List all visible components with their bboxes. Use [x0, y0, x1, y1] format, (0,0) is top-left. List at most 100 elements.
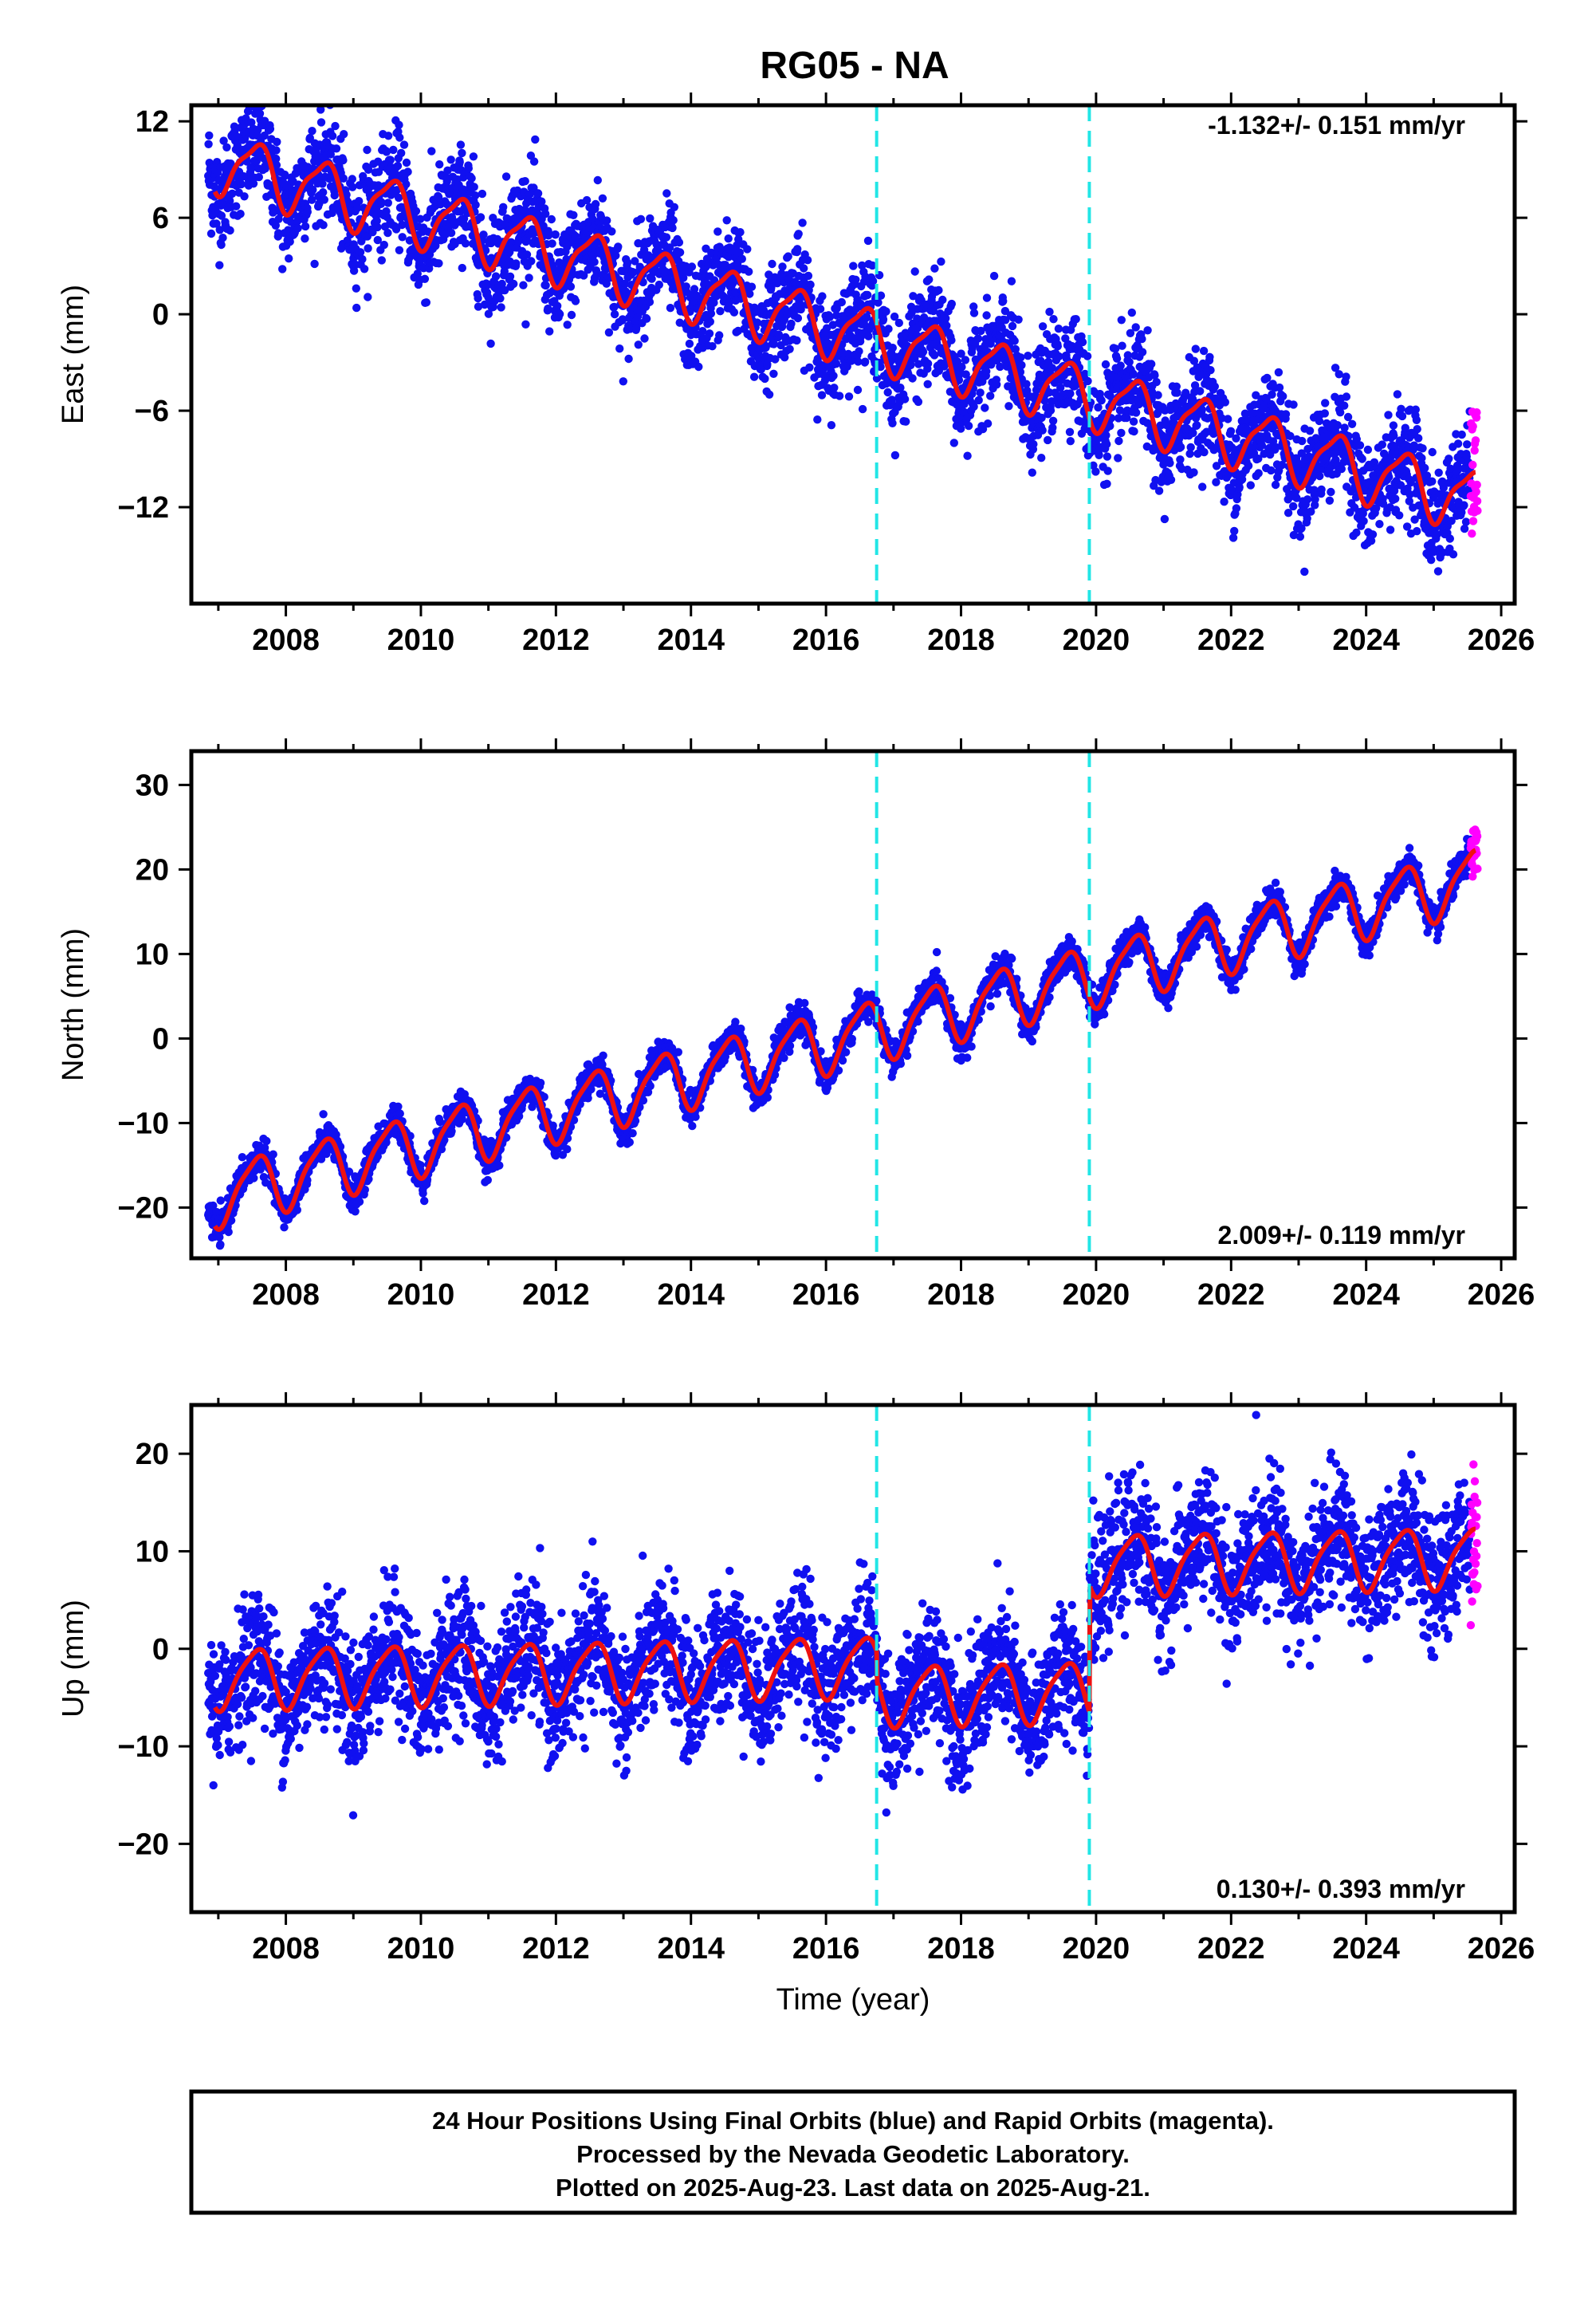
- final-orbit-point: [1433, 567, 1443, 576]
- final-orbit-point: [942, 321, 951, 330]
- final-orbit-point: [947, 299, 957, 309]
- final-orbit-point: [446, 155, 455, 164]
- final-orbit-point: [793, 245, 802, 254]
- final-orbit-point: [858, 261, 867, 270]
- final-orbit-point: [749, 372, 759, 381]
- rapid-orbit-point: [1468, 529, 1476, 538]
- final-orbit-point: [360, 265, 369, 274]
- final-orbit-point: [519, 281, 528, 289]
- final-orbit-point: [964, 421, 973, 431]
- rapid-orbit-point: [1468, 422, 1477, 431]
- final-orbit-point: [1053, 342, 1063, 351]
- final-orbit-point: [254, 172, 263, 182]
- final-orbit-point: [1038, 322, 1048, 331]
- final-orbit-point: [301, 234, 309, 243]
- final-orbit-point: [1205, 352, 1214, 361]
- final-orbit-point: [662, 233, 671, 242]
- final-orbit-point: [1083, 352, 1092, 360]
- final-orbit-point: [1393, 390, 1402, 399]
- final-orbit-point: [1198, 482, 1207, 491]
- final-orbit-point: [533, 189, 543, 198]
- final-orbit-point: [1305, 427, 1315, 435]
- final-orbit-point: [636, 214, 646, 223]
- final-orbit-point: [1199, 346, 1209, 356]
- final-orbit-point: [888, 344, 898, 352]
- final-orbit-point: [706, 309, 716, 318]
- final-orbit-point: [582, 195, 592, 205]
- final-orbit-point: [1263, 373, 1272, 383]
- final-orbit-point: [1421, 463, 1429, 473]
- final-orbit-point: [383, 228, 392, 238]
- final-orbit-point: [1230, 526, 1239, 536]
- final-orbit-point: [864, 332, 873, 340]
- final-orbit-point: [925, 275, 934, 284]
- final-orbit-point: [1412, 415, 1421, 424]
- final-orbit-point: [767, 283, 776, 292]
- final-orbit-point: [803, 256, 812, 265]
- final-orbit-point: [753, 318, 762, 327]
- final-orbit-point: [377, 256, 386, 265]
- final-orbit-point: [634, 340, 643, 349]
- final-orbit-point: [710, 298, 718, 307]
- final-orbit-point: [255, 109, 265, 118]
- final-orbit-point: [974, 396, 983, 405]
- final-orbit-point: [1048, 416, 1058, 425]
- final-orbit-point: [798, 218, 807, 227]
- final-orbit-point: [1221, 398, 1230, 407]
- final-orbit-point: [1129, 370, 1138, 379]
- final-orbit-point: [989, 271, 999, 281]
- rapid-orbit-point: [1473, 506, 1482, 515]
- final-orbit-point: [1274, 368, 1283, 377]
- final-orbit-point: [497, 303, 505, 312]
- final-orbit-point: [1342, 392, 1351, 401]
- final-orbit-point: [274, 229, 283, 238]
- final-orbit-point: [252, 88, 260, 96]
- final-orbit-point: [769, 340, 778, 348]
- final-orbit-point: [1054, 325, 1063, 333]
- final-orbit-point: [1355, 441, 1365, 450]
- final-orbit-point: [981, 403, 989, 412]
- final-orbit-point: [1315, 471, 1324, 481]
- final-orbit-point: [469, 152, 478, 161]
- final-orbit-point: [1186, 443, 1195, 452]
- final-orbit-point: [529, 157, 539, 166]
- y-tick-label: 0: [152, 298, 169, 332]
- final-orbit-point: [217, 240, 226, 250]
- rapid-orbit-point: [1472, 497, 1482, 506]
- final-orbit-point: [930, 264, 939, 273]
- final-orbit-point: [876, 362, 885, 372]
- y-tick-label: −12: [118, 491, 169, 525]
- final-orbit-point: [348, 183, 357, 191]
- final-orbit-point: [1044, 435, 1052, 445]
- final-orbit-point: [1340, 401, 1349, 410]
- final-orbit-point: [1117, 428, 1126, 438]
- final-orbit-point: [476, 213, 485, 222]
- final-orbit-point: [216, 1196, 225, 1205]
- final-orbit-point: [569, 211, 578, 219]
- final-orbit-point: [397, 148, 406, 158]
- final-orbit-point: [982, 311, 991, 320]
- final-orbit-point: [394, 1102, 403, 1112]
- final-orbit-point: [743, 245, 752, 254]
- final-orbit-point: [858, 404, 867, 414]
- final-orbit-point: [1065, 427, 1075, 436]
- final-orbit-point: [1191, 344, 1201, 353]
- final-orbit-point: [1138, 334, 1146, 344]
- final-orbit-point: [206, 229, 216, 238]
- final-orbit-point: [813, 415, 822, 424]
- final-orbit-point: [1176, 443, 1185, 451]
- final-orbit-point: [271, 221, 280, 230]
- rapid-orbit-point: [1472, 480, 1481, 490]
- rapid-orbit-point: [1468, 517, 1478, 525]
- final-orbit-point: [914, 360, 923, 368]
- final-orbit-point: [724, 234, 733, 243]
- final-orbit-point: [455, 158, 464, 167]
- final-orbit-point: [364, 165, 373, 174]
- final-orbit-point: [527, 257, 536, 266]
- final-orbit-point: [1267, 466, 1276, 475]
- final-orbit-point: [272, 160, 281, 170]
- final-orbit-point: [416, 214, 425, 223]
- final-orbit-point: [215, 261, 224, 270]
- final-orbit-point: [729, 308, 739, 317]
- final-orbit-point: [1457, 430, 1466, 439]
